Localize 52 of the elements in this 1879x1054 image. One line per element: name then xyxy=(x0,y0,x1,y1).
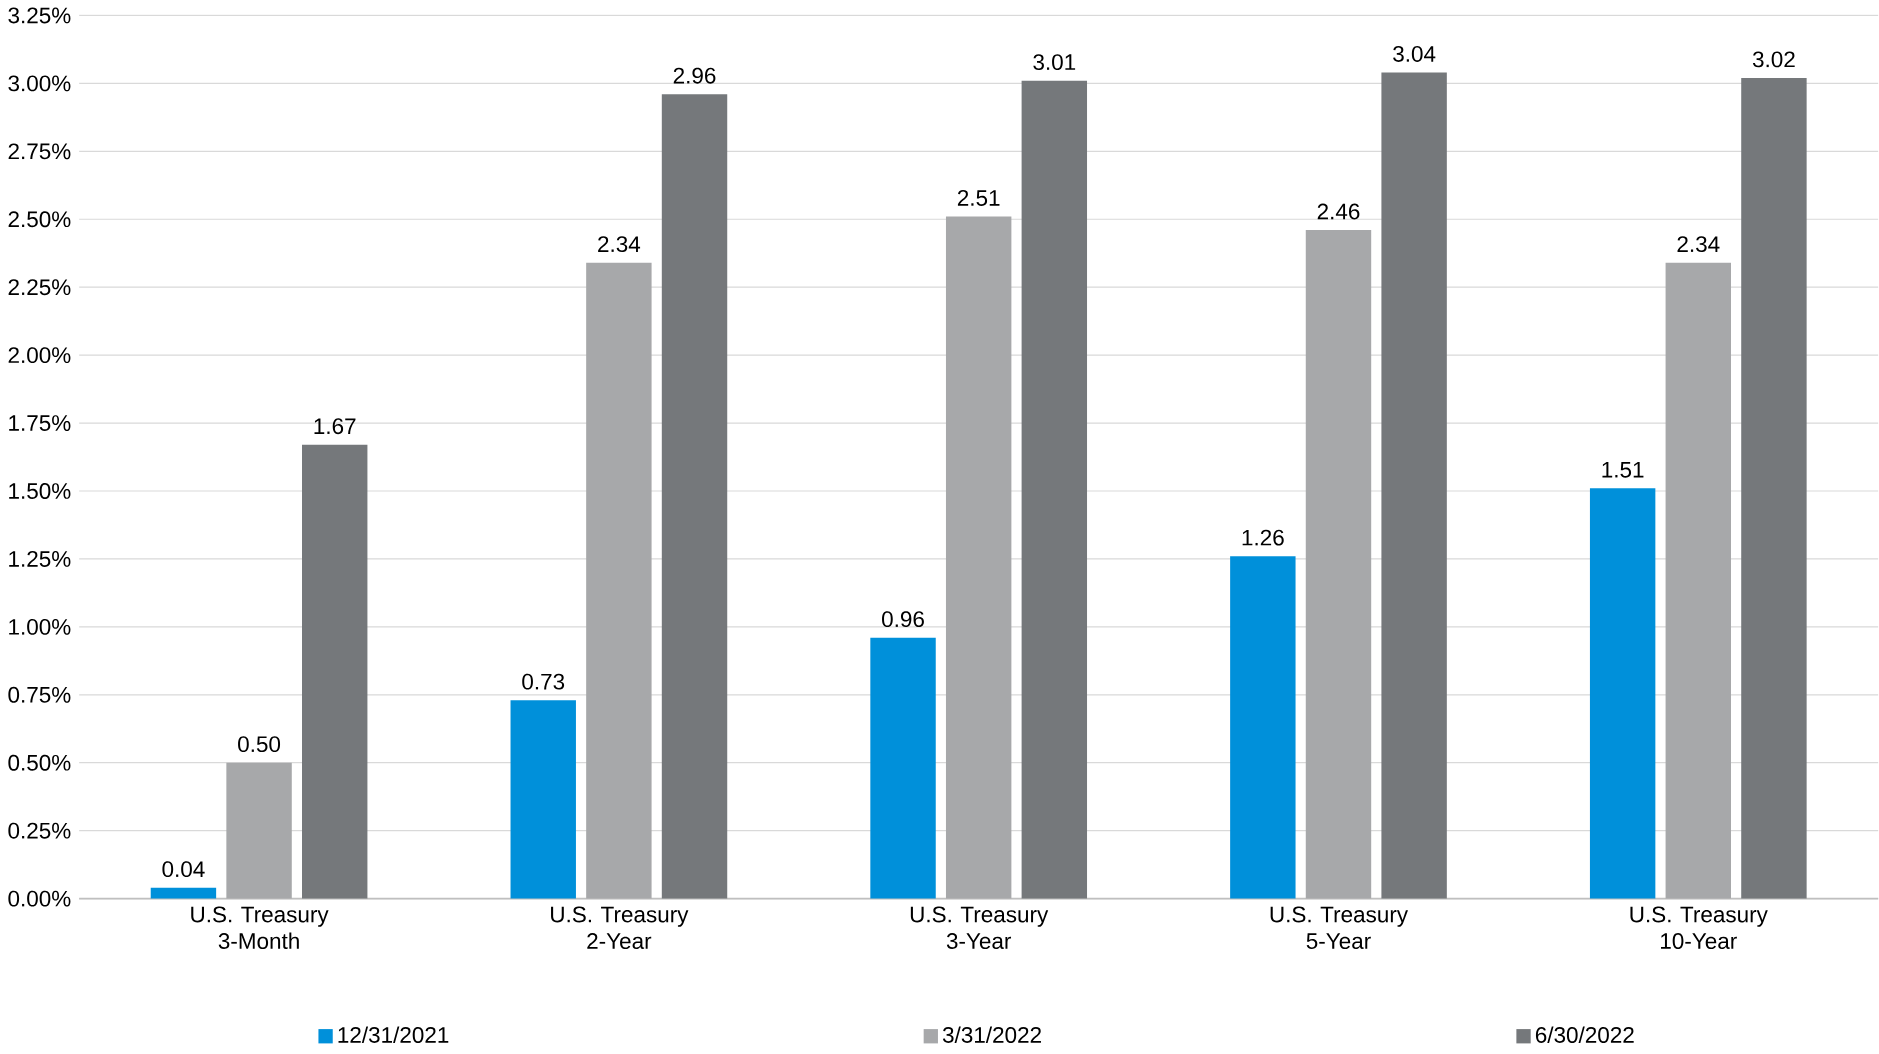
data-label: 0.04 xyxy=(162,861,205,877)
y-tick-label: 1.25% xyxy=(9,550,71,567)
data-label: 2.34 xyxy=(1677,236,1720,252)
y-tick-label: 0.75% xyxy=(8,686,71,703)
bar xyxy=(586,262,652,899)
y-tick-label: 2.75% xyxy=(8,143,71,160)
bar xyxy=(1665,262,1731,899)
data-label: 0.50 xyxy=(238,736,281,752)
y-tick-label: 1.00% xyxy=(9,618,71,635)
y-tick-label: 0.50% xyxy=(8,754,71,771)
bar xyxy=(945,216,1012,899)
data-label: 2.51 xyxy=(957,189,1000,206)
y-tick-label: 0.00% xyxy=(8,890,71,907)
x-tick-label: U.S. Treasury 2-Year xyxy=(551,906,689,949)
data-label: 3.04 xyxy=(1393,45,1436,62)
bar xyxy=(870,637,936,899)
x-tick-label: U.S. Treasury 10-Year xyxy=(1630,906,1768,949)
legend-label: 3/31/2022 xyxy=(942,1026,1041,1043)
data-label: 1.26 xyxy=(1242,529,1284,546)
data-label: 0.96 xyxy=(882,611,924,627)
data-label: 1.67 xyxy=(314,418,356,435)
data-label: 2.96 xyxy=(673,67,716,84)
y-tick-label: 1.50% xyxy=(9,482,71,499)
bar xyxy=(302,444,368,899)
bar xyxy=(226,762,292,899)
data-label: 3.01 xyxy=(1033,54,1076,70)
y-tick-label: 2.00% xyxy=(8,347,71,363)
y-tick-label: 0.25% xyxy=(8,822,71,839)
data-label: 3.02 xyxy=(1752,51,1795,68)
y-tick-label: 1.75% xyxy=(9,415,71,431)
data-label: 2.34 xyxy=(598,236,641,252)
bar xyxy=(510,700,576,899)
bar xyxy=(1741,77,1807,899)
x-tick-label: U.S. Treasury 3-Year xyxy=(910,906,1049,949)
data-label: 0.73 xyxy=(522,673,565,690)
bar xyxy=(1305,229,1372,899)
bar xyxy=(661,94,728,899)
y-tick-label: 3.00% xyxy=(8,75,71,92)
data-label: 2.46 xyxy=(1317,203,1360,220)
y-tick-label: 3.25% xyxy=(8,7,71,24)
legend-label: 6/30/2022 xyxy=(1535,1026,1634,1043)
y-tick-label: 2.25% xyxy=(8,279,71,296)
legend-label: 12/31/2021 xyxy=(338,1026,449,1043)
y-tick-label: 2.50% xyxy=(8,211,71,228)
bar xyxy=(1230,556,1296,899)
data-label: 1.51 xyxy=(1602,461,1644,478)
bar xyxy=(1021,80,1088,899)
bar xyxy=(150,887,217,899)
bar xyxy=(1589,488,1656,899)
bar xyxy=(1381,72,1447,899)
x-tick-label: U.S. Treasury 3-Month xyxy=(191,906,329,949)
x-tick-label: U.S. Treasury 5-Year xyxy=(1270,906,1408,949)
